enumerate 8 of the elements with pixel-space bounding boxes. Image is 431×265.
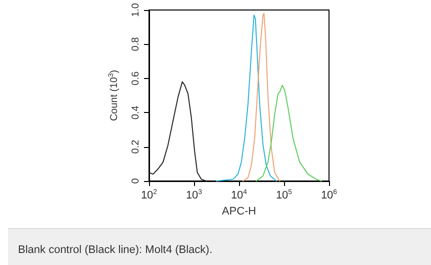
y-tick-label: 0.4 [130, 105, 142, 120]
y-tick-label: 0.8 [130, 36, 142, 52]
y-tick-label: 1.0 [130, 2, 142, 17]
x-axis-title: APC-H [222, 205, 256, 218]
y-tick-label: 0 [130, 178, 142, 184]
y-tick-label: 0.2 [130, 139, 142, 154]
y-tick-label: 0.6 [130, 70, 142, 86]
text: Blank control (Black line): Molt4 (Black). [18, 244, 212, 256]
